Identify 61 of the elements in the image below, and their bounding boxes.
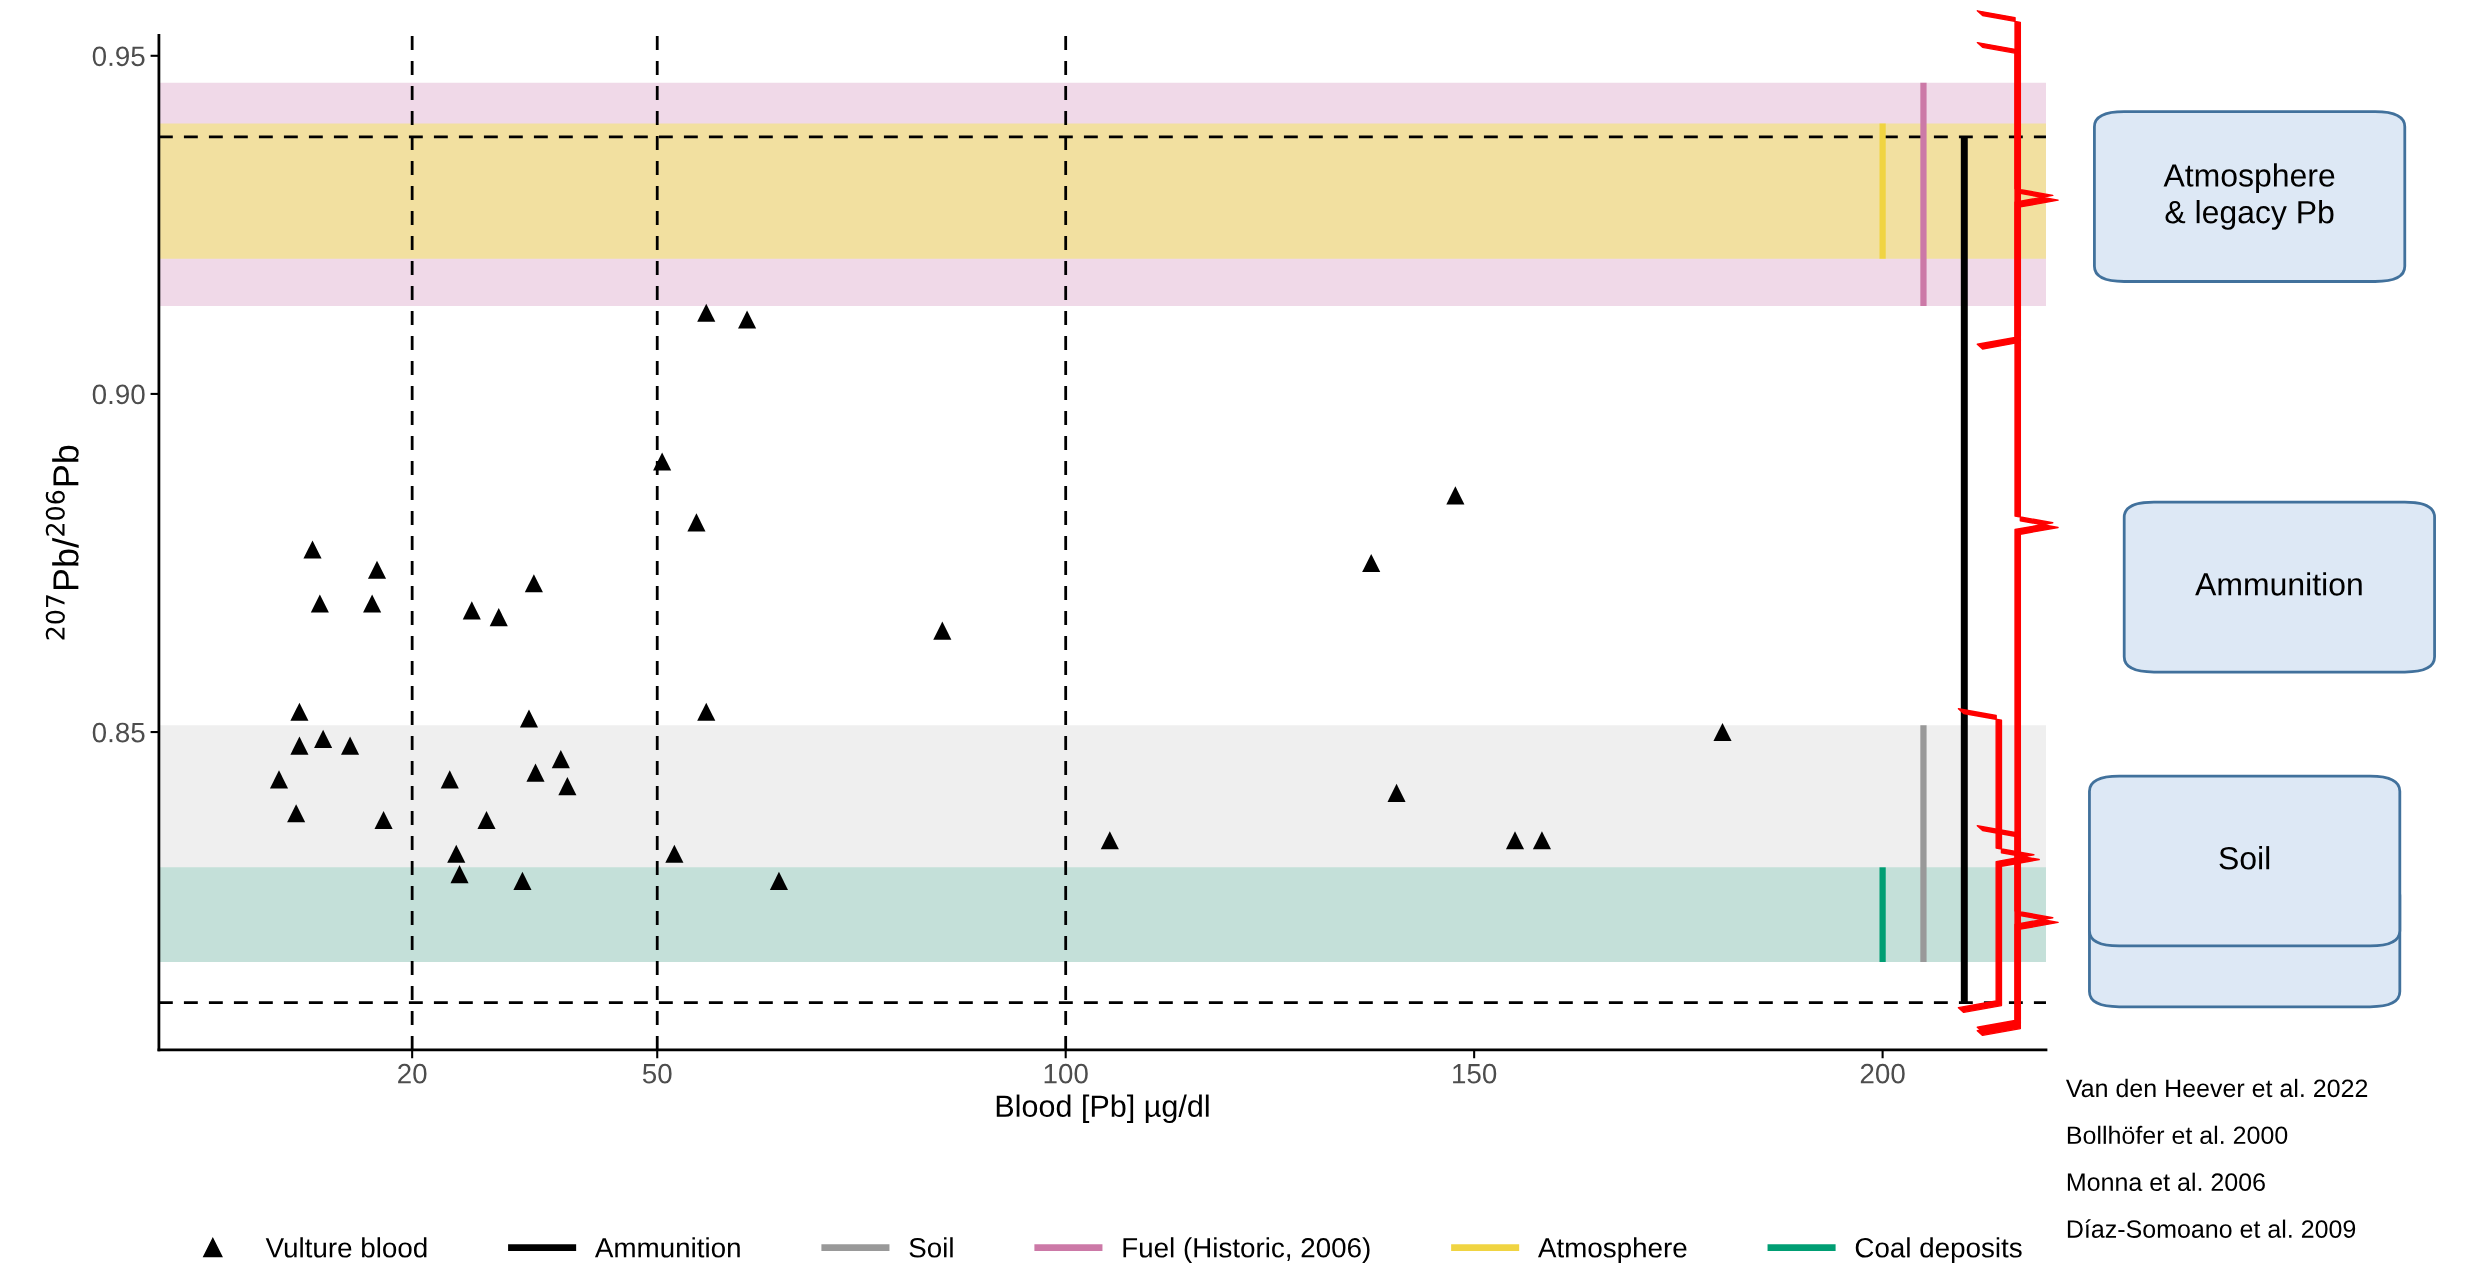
text: Díaz-Somoano et al. 2009 <box>2067 1219 2356 1238</box>
point <box>1387 783 1406 802</box>
point <box>558 777 577 796</box>
legend-label: Vulture blood <box>265 1237 427 1258</box>
point <box>697 303 716 322</box>
point <box>1446 486 1465 505</box>
x-tick-label: 200 <box>1860 1063 1905 1084</box>
text: Van den Heever et al. 2022 <box>2065 1078 2368 1098</box>
point <box>489 608 508 627</box>
point <box>303 540 322 559</box>
point <box>933 621 952 640</box>
point <box>447 844 466 863</box>
point <box>462 601 481 620</box>
point <box>290 736 309 755</box>
point <box>374 810 393 830</box>
point <box>687 513 706 532</box>
x-tick-label: 50 <box>642 1063 672 1084</box>
legend-label: Coal deposits <box>1855 1237 2022 1264</box>
text: Bollhöfer et al. 2000 <box>2067 1125 2288 1145</box>
point <box>653 452 672 471</box>
point <box>738 310 757 329</box>
point <box>524 574 543 593</box>
point <box>1505 831 1525 850</box>
point <box>341 736 360 755</box>
point <box>314 729 333 748</box>
text: Ammunition <box>2195 572 2362 596</box>
y-axis-title: $^{207}$Pb/$^{206}$Pb <box>45 445 79 640</box>
point <box>440 770 459 789</box>
y-tick-label: 0.95 <box>92 46 145 67</box>
y-tick-label: 0.90 <box>92 384 145 405</box>
point <box>363 594 382 613</box>
legend-label: Ammunition <box>594 1237 740 1258</box>
point <box>1532 831 1552 850</box>
point <box>526 763 545 782</box>
text: Monna et al. 2006 <box>2067 1172 2265 1192</box>
point <box>551 750 570 769</box>
legend-label: Atmosphere <box>1537 1237 1687 1264</box>
point <box>519 709 539 728</box>
point <box>1100 831 1119 850</box>
x-axis-title: Blood [Pb] µg/dl <box>996 1094 1209 1124</box>
point <box>1713 723 1732 742</box>
point <box>290 702 309 721</box>
legend-label: Soil <box>909 1237 953 1258</box>
point <box>477 810 496 830</box>
x-tick-label: 20 <box>398 1063 427 1084</box>
point <box>310 594 329 613</box>
text: Atmosphere & legacy Pb <box>2163 163 2335 230</box>
y-tick-label: 0.85 <box>92 722 145 743</box>
point <box>769 871 789 890</box>
point <box>1362 553 1381 573</box>
point <box>367 560 387 579</box>
text: Soil <box>2219 846 2270 870</box>
point <box>287 804 306 823</box>
point <box>665 844 684 863</box>
point <box>450 865 469 884</box>
point <box>697 702 716 721</box>
legend-label: Fuel (Historic, 2006) <box>1123 1237 1370 1264</box>
x-tick-label: 100 <box>1044 1063 1088 1084</box>
point <box>269 770 289 789</box>
point <box>513 871 532 890</box>
x-tick-label: 150 <box>1453 1063 1497 1084</box>
